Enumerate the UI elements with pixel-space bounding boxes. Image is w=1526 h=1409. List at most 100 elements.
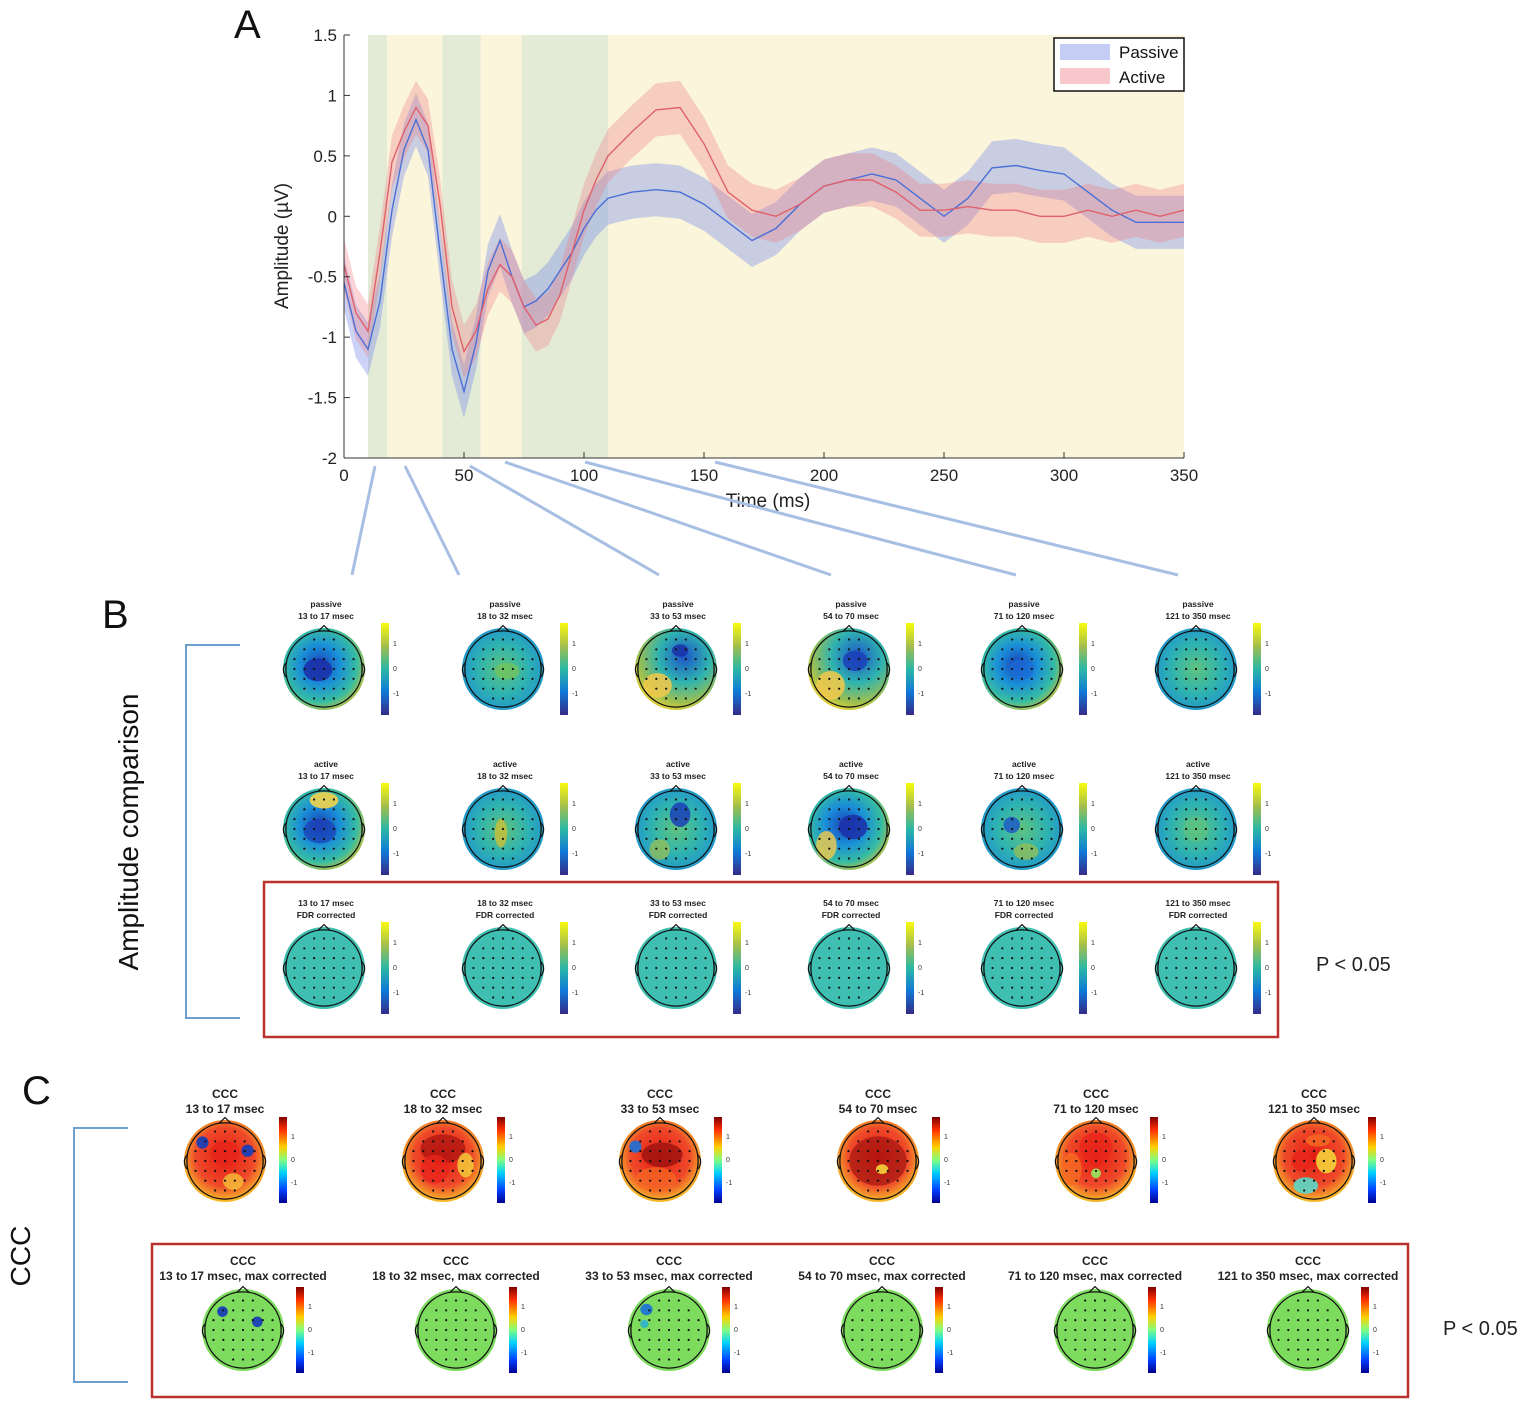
electrode: [425, 1319, 428, 1322]
electrode: [838, 947, 841, 950]
electrode: [886, 1150, 889, 1153]
electrode: [655, 687, 658, 690]
colorbar: [560, 922, 568, 1014]
colorbar-tick: 0: [1091, 826, 1095, 833]
head-outline: [464, 630, 542, 708]
electrode: [342, 658, 345, 661]
electrode: [674, 818, 678, 821]
electrode: [1194, 857, 1198, 860]
electrode: [501, 648, 505, 651]
time-window-5: [521, 35, 608, 458]
electrode: [1297, 1299, 1300, 1302]
electrode: [501, 687, 505, 690]
electrode: [482, 957, 485, 960]
electrode: [313, 648, 316, 651]
electrode: [332, 996, 335, 999]
colorbar-tick: 0: [726, 1157, 730, 1164]
electrode: [303, 658, 306, 661]
electrode: [1050, 957, 1053, 960]
electrode: [1075, 1179, 1078, 1182]
electrode: [352, 827, 355, 831]
electrode: [241, 1319, 245, 1322]
head-outline: [810, 630, 888, 708]
map-title: 121 to 350 msec: [1268, 1102, 1360, 1116]
electrode: [704, 658, 707, 661]
colorbar-tick: 0: [745, 965, 749, 972]
colorbar-tick: 1: [291, 1134, 295, 1141]
band-active: [344, 80, 1184, 379]
electrode: [1103, 1348, 1106, 1351]
map-title: CCC: [647, 1087, 673, 1101]
electrode: [1040, 658, 1043, 661]
electrode: [1104, 1130, 1107, 1133]
electrode: [667, 1338, 671, 1341]
electrode: [857, 947, 860, 950]
electrode: [645, 667, 648, 671]
electrode: [687, 1309, 690, 1312]
electrode: [991, 827, 994, 831]
electrode: [1050, 658, 1053, 661]
electrode: [1084, 1358, 1087, 1361]
electrode: [847, 857, 851, 860]
electrode: [880, 1358, 884, 1361]
x-tick-label: 300: [1050, 466, 1078, 485]
electrode: [867, 667, 870, 671]
electrode: [694, 667, 697, 671]
electrode: [501, 937, 505, 940]
ear-right: [713, 822, 718, 838]
electrode: [1074, 1309, 1077, 1312]
electrode: [1185, 996, 1188, 999]
colorbar-tick: -1: [1091, 691, 1097, 698]
electrode: [684, 986, 687, 989]
time-window-shading: [344, 35, 1184, 458]
electrode: [332, 957, 335, 960]
electrode: [1020, 798, 1024, 801]
scalp-blob: [1013, 843, 1039, 860]
electrode: [313, 957, 316, 960]
colorbar: [1361, 1287, 1369, 1373]
electrode: [501, 837, 505, 840]
electrode: [818, 837, 821, 840]
electrode: [674, 648, 678, 651]
nose: [1301, 1285, 1315, 1293]
electrode: [1165, 827, 1168, 831]
electrode: [655, 677, 658, 680]
electrode: [678, 1140, 681, 1143]
electrode: [684, 697, 687, 700]
electrode: [867, 687, 870, 690]
ear-right: [1345, 1323, 1350, 1339]
connector-1: [350, 465, 377, 576]
electrode: [1103, 1319, 1106, 1322]
connector-5: [584, 460, 1017, 577]
electrode: [674, 847, 678, 850]
electrode: [1011, 677, 1014, 680]
electrode: [857, 667, 860, 671]
electrode: [639, 1179, 642, 1182]
map-title: 121 to 350 msec: [1165, 611, 1230, 621]
electrode: [684, 976, 687, 979]
electrode: [204, 1150, 207, 1153]
electrode: [1011, 837, 1014, 840]
electrode: [1303, 1140, 1306, 1143]
electrode: [857, 798, 860, 801]
electrode: [818, 667, 821, 671]
electrode: [313, 827, 316, 831]
electrode: [1322, 1159, 1325, 1163]
scalp-blob: [457, 1152, 474, 1178]
electrode: [454, 1299, 458, 1302]
electrode: [531, 976, 534, 979]
electrode: [243, 1179, 246, 1182]
electrode: [212, 1328, 215, 1332]
electrode: [1336, 1319, 1339, 1322]
ear-right: [480, 1154, 485, 1170]
electrode: [678, 1150, 681, 1153]
electrode: [1040, 818, 1043, 821]
colorbar-tick: 0: [1160, 1327, 1164, 1334]
electrode: [425, 1338, 428, 1341]
scalp-blob: [671, 644, 689, 657]
electrode: [861, 1348, 864, 1351]
electrode: [332, 827, 335, 831]
electrode: [1040, 808, 1043, 811]
electrode: [861, 1309, 864, 1312]
